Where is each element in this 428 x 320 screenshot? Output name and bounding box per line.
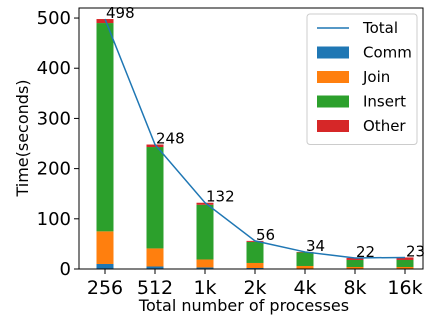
legend-label-join: Join (362, 68, 390, 86)
bar-join-16k (396, 266, 414, 269)
total-line (104, 18, 406, 259)
x-axis-ticks: 256 512 1k 2k 4k 8k 16k (87, 269, 423, 299)
x-tick-label: 16k (387, 277, 422, 299)
bar-insert-256 (96, 23, 114, 232)
total-labels: 498 248 132 56 34 22 23 (106, 4, 425, 261)
legend-label-comm: Comm (363, 44, 412, 62)
y-tick-label: 100 (37, 209, 71, 230)
total-value-label-8k: 22 (356, 243, 375, 261)
bar-other-512 (146, 144, 164, 148)
bar-comm-1k (196, 267, 214, 269)
x-tick-label: 8k (343, 277, 366, 299)
y-axis-label: Time(seconds) (13, 79, 32, 197)
total-value-label-1k: 132 (206, 188, 235, 206)
total-value-label-512: 248 (156, 130, 185, 148)
bars-layer (96, 19, 414, 269)
bar-join-256 (96, 231, 114, 264)
bar-comm-512 (146, 266, 164, 269)
x-tick-label: 512 (137, 277, 173, 299)
total-value-label-16k: 23 (406, 242, 425, 260)
y-tick-label: 400 (37, 58, 71, 79)
bar-other-8k (346, 257, 364, 260)
y-tick-label: 200 (37, 159, 71, 180)
bar-other-16k (396, 257, 414, 260)
bar-other-1k (196, 202, 214, 205)
legend-label-total: Total (362, 19, 398, 37)
x-axis-label: Total number of processes (138, 296, 349, 315)
legend-swatch-insert (317, 95, 349, 108)
total-line-layer (104, 18, 406, 259)
bar-comm-256 (96, 263, 114, 269)
bar-insert-16k (396, 259, 414, 267)
plot-frame (78, 7, 424, 270)
bar-join-1k (196, 259, 214, 268)
bar-comm-2k (246, 267, 264, 269)
bar-join-4k (296, 265, 314, 269)
bar-insert-512 (146, 147, 164, 249)
y-tick-label: 300 (37, 108, 71, 129)
x-tick-label: 2k (243, 277, 266, 299)
total-value-label-4k: 34 (306, 237, 325, 255)
x-tick-label: 1k (193, 277, 216, 299)
legend-swatch-join (317, 71, 349, 83)
legend-label-insert: Insert (363, 93, 406, 111)
bar-join-2k (246, 262, 264, 268)
legend-swatch-comm (317, 46, 349, 59)
legend-swatch-other (317, 120, 349, 132)
bar-join-512 (146, 248, 164, 267)
legend-label-other: Other (363, 117, 406, 135)
y-tick-label: 0 (60, 259, 71, 280)
legend: Total Comm Join Insert Other (306, 13, 418, 145)
total-value-label-2k: 56 (256, 226, 275, 244)
total-value-label-256: 498 (106, 4, 135, 22)
bar-insert-8k (346, 259, 364, 267)
bar-insert-2k (246, 241, 264, 263)
bar-join-8k (346, 266, 364, 269)
y-tick-label: 500 (37, 8, 71, 29)
bar-insert-4k (296, 252, 314, 266)
bar-insert-1k (196, 204, 214, 260)
x-tick-label: 4k (293, 277, 316, 299)
x-tick-label: 256 (87, 277, 123, 299)
y-axis-ticks: 0 100 200 300 400 500 (37, 8, 79, 280)
